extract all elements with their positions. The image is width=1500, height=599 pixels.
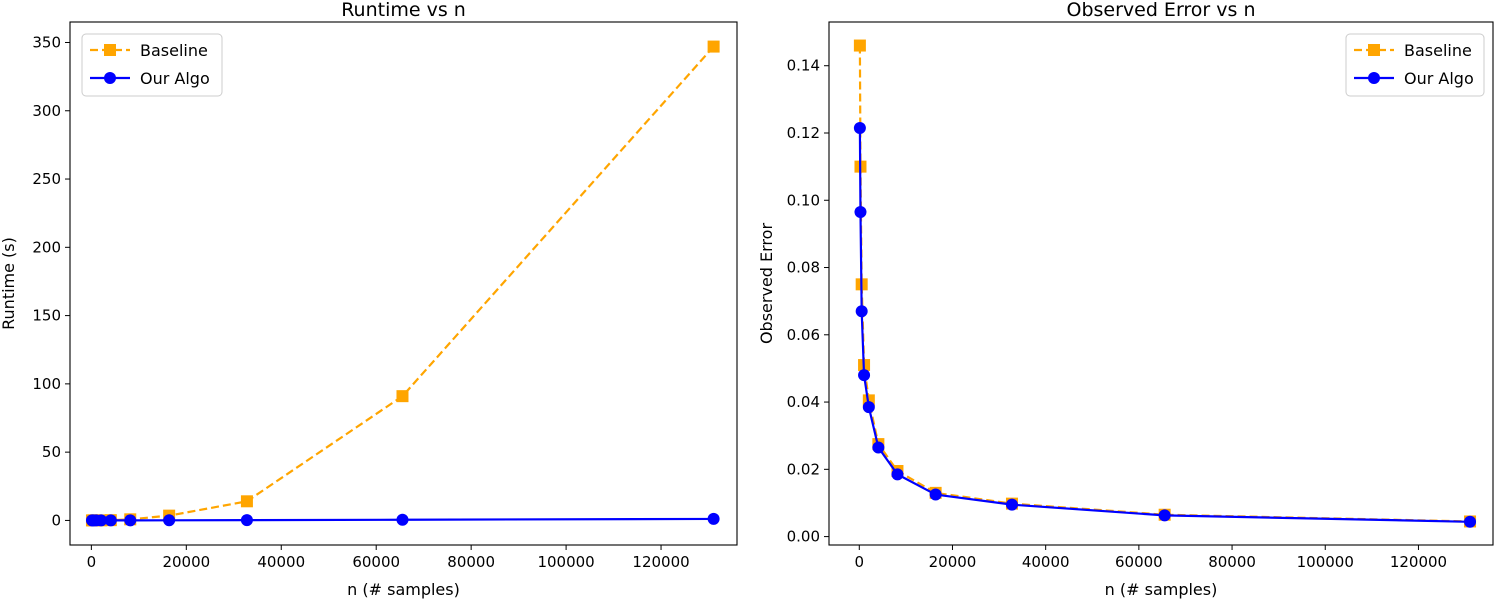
series-line-our-algo bbox=[858, 127, 1471, 523]
data-point-our-algo bbox=[929, 488, 942, 501]
y-tick-label: 0.06 bbox=[787, 326, 820, 344]
data-point-our-algo bbox=[891, 468, 904, 481]
x-tick-label: 40000 bbox=[1022, 553, 1070, 571]
y-tick-label: 50 bbox=[42, 443, 61, 461]
plot-area-frame bbox=[69, 21, 738, 546]
x-tick-label: 0 bbox=[855, 553, 865, 571]
legend-label: Baseline bbox=[1404, 41, 1472, 60]
chart-title: Observed Error vs n bbox=[1066, 0, 1255, 21]
data-point-baseline bbox=[240, 495, 253, 508]
legend-marker-our-algo bbox=[104, 72, 116, 84]
y-tick-label: 350 bbox=[32, 33, 61, 51]
data-point-our-algo bbox=[1005, 498, 1018, 511]
data-point-baseline bbox=[707, 40, 720, 53]
y-tick-label: 200 bbox=[32, 238, 61, 256]
y-tick-label: 300 bbox=[32, 102, 61, 120]
runtime-chart: Runtime vs n 0 20000 40000 60000 80000 100000 1… bbox=[0, 0, 738, 599]
y-tick-label: 0.08 bbox=[787, 259, 820, 277]
x-tick-label: 100000 bbox=[537, 553, 594, 571]
x-tick-label: 120000 bbox=[1390, 553, 1447, 571]
x-tick-label: 20000 bbox=[929, 553, 977, 571]
error-chart: Observed Error vs n 0 20000 40000 60000 80000… bbox=[757, 0, 1494, 599]
data-point-our-algo bbox=[862, 401, 875, 414]
data-point-our-algo bbox=[853, 121, 866, 134]
y-tick-label: 0.04 bbox=[787, 393, 820, 411]
x-tick-label: 40000 bbox=[257, 553, 305, 571]
y-tick-label: 0 bbox=[51, 511, 61, 529]
data-point-our-algo bbox=[855, 305, 868, 318]
legend: Baseline Our Algo bbox=[1345, 33, 1485, 97]
x-tick-label: 100000 bbox=[1297, 553, 1354, 571]
x-axis-label: n (# samples) bbox=[347, 580, 460, 599]
y-axis-label: Runtime (s) bbox=[0, 237, 18, 330]
data-point-our-algo bbox=[104, 514, 117, 527]
data-point-our-algo bbox=[872, 441, 885, 454]
legend-marker-baseline bbox=[104, 44, 116, 56]
legend-label: Our Algo bbox=[140, 69, 210, 88]
data-point-our-algo bbox=[707, 512, 720, 525]
x-tick-label: 60000 bbox=[352, 553, 400, 571]
legend: Baseline Our Algo bbox=[81, 33, 223, 97]
plot-area-frame bbox=[828, 21, 1494, 546]
y-tick-label: 100 bbox=[32, 375, 61, 393]
y-axis-label: Observed Error bbox=[757, 223, 776, 344]
x-tick-label: 60000 bbox=[1115, 553, 1163, 571]
data-point-our-algo bbox=[858, 369, 871, 382]
x-tick-label: 80000 bbox=[447, 553, 495, 571]
data-point-our-algo bbox=[1158, 509, 1171, 522]
legend-label: Baseline bbox=[140, 41, 208, 60]
data-point-our-algo bbox=[240, 514, 253, 527]
y-tick-label: 0.14 bbox=[787, 57, 820, 75]
y-tick-label: 0.12 bbox=[787, 124, 820, 142]
series-line-baseline bbox=[91, 45, 715, 522]
x-tick-label: 80000 bbox=[1208, 553, 1256, 571]
data-point-our-algo bbox=[95, 514, 108, 527]
legend-marker-baseline bbox=[1368, 44, 1380, 56]
y-tick-label: 0.02 bbox=[787, 460, 820, 478]
x-tick-label: 20000 bbox=[162, 553, 210, 571]
data-point-baseline bbox=[396, 390, 409, 403]
legend-marker-our-algo bbox=[1368, 72, 1380, 84]
legend-label: Our Algo bbox=[1404, 69, 1474, 88]
y-tick-label: 0.10 bbox=[787, 191, 820, 209]
x-axis-label: n (# samples) bbox=[1105, 580, 1218, 599]
data-point-our-algo bbox=[1464, 515, 1477, 528]
data-point-our-algo bbox=[163, 514, 176, 527]
chart-title: Runtime vs n bbox=[341, 0, 466, 21]
data-point-our-algo bbox=[854, 206, 867, 219]
data-point-our-algo bbox=[396, 513, 409, 526]
y-tick-label: 250 bbox=[32, 170, 61, 188]
y-tick-label: 150 bbox=[32, 307, 61, 325]
data-point-baseline bbox=[853, 39, 866, 52]
data-point-our-algo bbox=[124, 514, 137, 527]
x-tick-label: 120000 bbox=[632, 553, 689, 571]
series-line-baseline bbox=[858, 45, 1471, 523]
x-tick-label: 0 bbox=[87, 553, 97, 571]
y-tick-label: 0.00 bbox=[787, 528, 820, 546]
